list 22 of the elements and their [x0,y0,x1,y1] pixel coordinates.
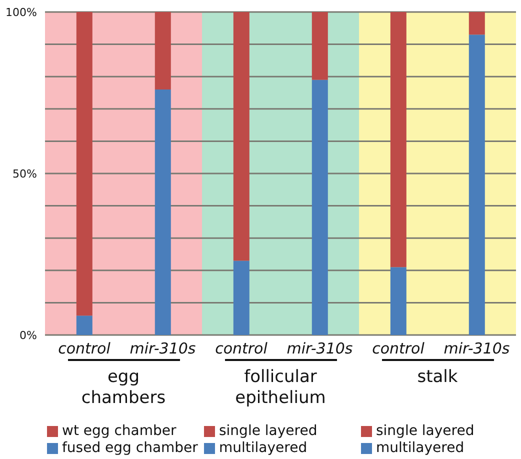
legend-label: wt egg chamber [62,423,176,440]
x-tick-label: mir-310s [286,340,353,358]
x-tick-label: control [372,340,426,358]
y-tick-label: 100% [6,6,37,19]
x-tick-label: mir-310s [444,340,510,358]
x-axis-title: follicular epithelium [234,366,327,410]
bar [154,12,171,90]
x-tick-label: control [215,340,268,358]
legend-label: multilayered [376,440,464,457]
x-axis-title: egg chambers [80,366,167,410]
legend-label: fused egg chamber [62,440,198,457]
bar [76,12,92,316]
x-tick-label: mir-310s [130,340,196,358]
legend-label: single layered [219,423,318,440]
bar [154,90,171,335]
legend-label: multilayered [219,440,308,457]
bar [76,316,92,335]
y-tick-label: 0% [20,328,37,342]
x-axis-title: stalk [416,366,459,389]
x-tick-label: control [58,340,112,358]
legend-label: single layered [376,423,474,440]
y-tick-label: 50% [12,167,37,180]
